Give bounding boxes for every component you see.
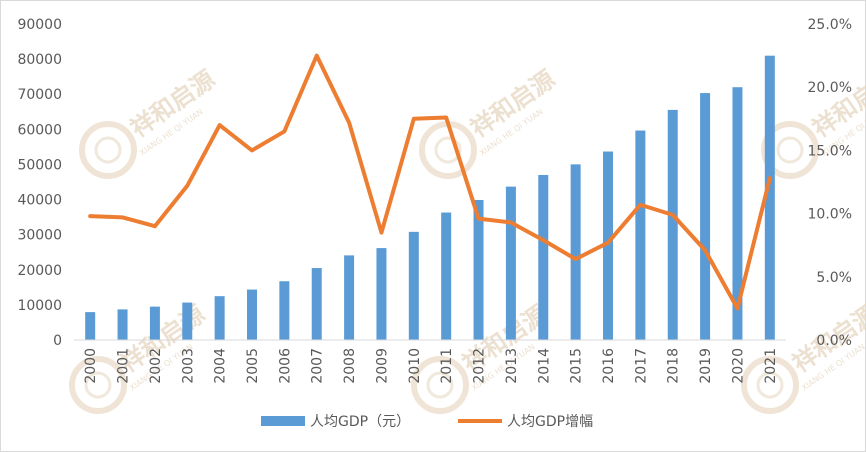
- growth-line: [88, 53, 772, 311]
- legend-line-label: 人均GDP增幅: [507, 414, 593, 430]
- x-tick-label: 2010: [407, 348, 423, 384]
- bar: [505, 186, 516, 340]
- bar: [570, 164, 581, 340]
- bar: [376, 248, 387, 340]
- bar: [85, 312, 96, 340]
- x-tick-label: 2011: [439, 348, 455, 384]
- x-tick-label: 2004: [213, 348, 229, 384]
- right-tick-label: 0.0%: [816, 333, 852, 349]
- x-tick-label: 2005: [245, 348, 261, 384]
- x-tick-label: 2012: [472, 348, 488, 384]
- bar-series: [85, 55, 775, 340]
- legend-bar-swatch: [261, 416, 305, 426]
- left-tick-label: 40000: [17, 193, 62, 209]
- left-tick-label: 20000: [17, 263, 62, 279]
- left-tick-label: 30000: [17, 228, 62, 244]
- x-tick-label: 2021: [763, 348, 779, 384]
- left-tick-label: 0: [53, 333, 62, 349]
- x-tick-label: 2008: [342, 348, 358, 384]
- x-tick-label: 2003: [180, 348, 196, 384]
- bar: [473, 199, 484, 340]
- left-tick-label: 90000: [17, 17, 62, 33]
- bar: [635, 130, 646, 340]
- bar: [214, 296, 225, 340]
- x-tick-label: 2018: [666, 348, 682, 384]
- right-axis-ticks: 0.0% 5.0% 10.0% 15.0% 20.0% 25.0%: [808, 17, 852, 349]
- bar: [149, 306, 160, 340]
- bar: [667, 109, 678, 340]
- bar: [117, 309, 128, 340]
- bar: [408, 231, 419, 340]
- right-tick-label: 15.0%: [808, 143, 852, 159]
- x-tick-label: 2014: [536, 348, 552, 384]
- right-tick-label: 5.0%: [816, 270, 852, 286]
- x-axis-ticks: 2000 2001 2002 2003 2004 2005 2006 2007 2008 2009…: [83, 348, 779, 384]
- x-tick-label: 2019: [698, 348, 714, 384]
- right-tick-label: 20.0%: [808, 80, 852, 96]
- x-tick-label: 2001: [116, 348, 132, 384]
- bar: [732, 87, 743, 340]
- x-tick-label: 2000: [83, 348, 99, 384]
- bar: [764, 55, 775, 340]
- bar: [603, 151, 613, 340]
- x-tick-label: 2009: [374, 348, 390, 384]
- x-tick-label: 2006: [277, 348, 293, 384]
- x-tick-label: 2013: [504, 348, 520, 384]
- bar: [538, 174, 549, 340]
- left-tick-label: 60000: [17, 122, 62, 138]
- left-tick-label: 10000: [17, 298, 62, 314]
- left-tick-label: 50000: [17, 157, 62, 173]
- x-tick-label: 2016: [601, 348, 617, 384]
- bar: [441, 212, 452, 340]
- bar: [182, 302, 193, 340]
- x-tick-label: 2020: [730, 348, 746, 384]
- legend: 人均GDP（元） 人均GDP增幅: [261, 414, 593, 430]
- bar: [279, 281, 290, 340]
- bar: [344, 255, 355, 340]
- bar: [247, 289, 257, 340]
- bar: [311, 268, 322, 340]
- x-tick-label: 2007: [310, 348, 326, 384]
- left-axis-ticks: 0 10000 20000 30000 40000 50000 60000 70000 8000…: [17, 17, 62, 349]
- line-series: [88, 53, 772, 311]
- right-tick-label: 10.0%: [808, 207, 852, 223]
- right-tick-label: 25.0%: [808, 17, 852, 33]
- left-tick-label: 80000: [17, 52, 62, 68]
- x-tick-label: 2015: [569, 348, 585, 384]
- legend-bar-label: 人均GDP（元）: [310, 414, 410, 430]
- x-tick-label: 2017: [633, 348, 649, 384]
- left-tick-label: 70000: [17, 87, 62, 103]
- bar: [700, 93, 711, 340]
- x-tick-label: 2002: [148, 348, 164, 384]
